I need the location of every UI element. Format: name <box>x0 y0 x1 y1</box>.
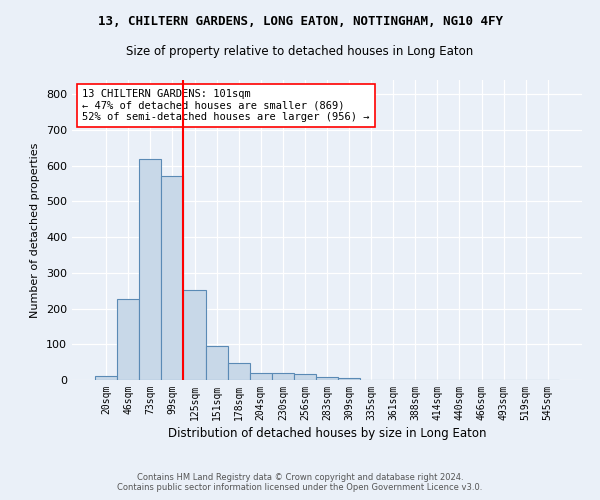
Text: 13, CHILTERN GARDENS, LONG EATON, NOTTINGHAM, NG10 4FY: 13, CHILTERN GARDENS, LONG EATON, NOTTIN… <box>97 15 503 28</box>
Bar <box>161 176 184 380</box>
Y-axis label: Number of detached properties: Number of detached properties <box>31 142 40 318</box>
Bar <box>139 159 161 380</box>
Bar <box>294 374 316 380</box>
Bar <box>117 299 139 380</box>
Bar <box>227 363 250 380</box>
Bar <box>95 376 117 380</box>
Text: Size of property relative to detached houses in Long Eaton: Size of property relative to detached ho… <box>127 45 473 58</box>
Bar <box>272 372 294 380</box>
Bar <box>184 290 206 380</box>
Bar <box>316 377 338 380</box>
Bar <box>338 378 360 380</box>
Bar <box>206 346 227 380</box>
X-axis label: Distribution of detached houses by size in Long Eaton: Distribution of detached houses by size … <box>168 427 486 440</box>
Text: 13 CHILTERN GARDENS: 101sqm
← 47% of detached houses are smaller (869)
52% of se: 13 CHILTERN GARDENS: 101sqm ← 47% of det… <box>82 89 370 122</box>
Text: Contains HM Land Registry data © Crown copyright and database right 2024.
Contai: Contains HM Land Registry data © Crown c… <box>118 473 482 492</box>
Bar <box>250 372 272 380</box>
